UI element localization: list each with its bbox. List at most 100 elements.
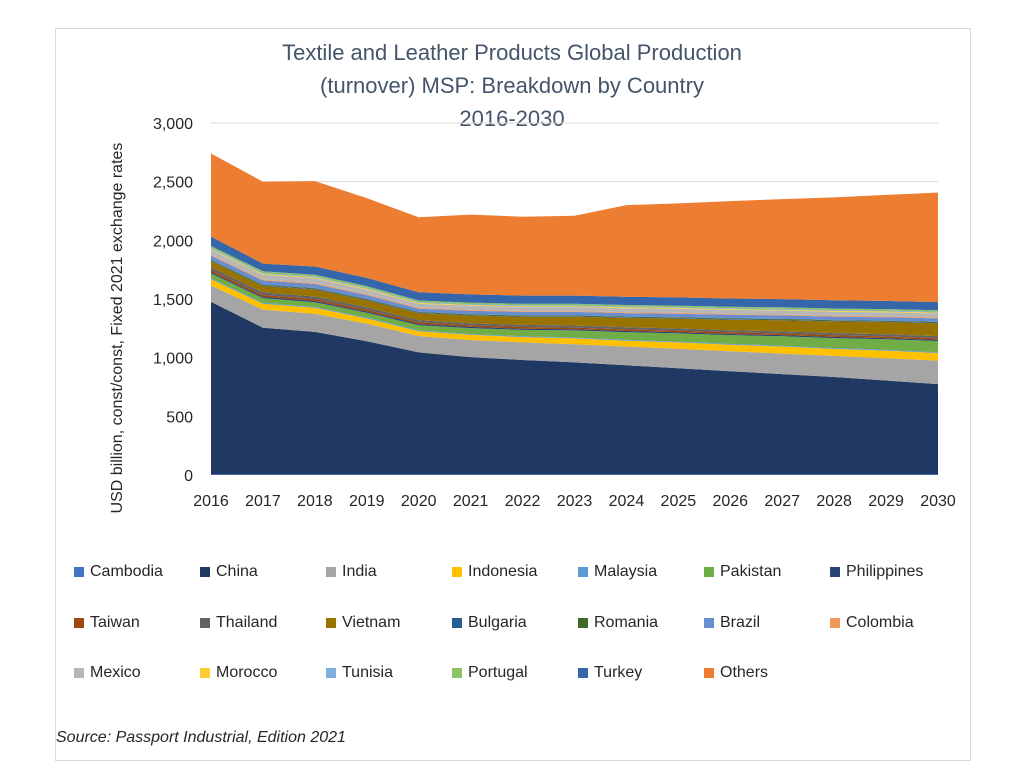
chart-title-line-1: Textile and Leather Products Global Prod… bbox=[282, 40, 742, 65]
legend-item-philippines: Philippines bbox=[830, 563, 923, 581]
area-series-malaysia bbox=[211, 278, 938, 353]
legend-item-tunisia: Tunisia bbox=[326, 664, 393, 682]
legend-label: Portugal bbox=[468, 664, 528, 681]
series-areas bbox=[211, 153, 938, 475]
x-tick-label: 2021 bbox=[453, 493, 489, 510]
legend-label: China bbox=[216, 563, 258, 580]
area-series-vietnam bbox=[211, 261, 938, 337]
legend-label: Malaysia bbox=[594, 563, 658, 580]
legend-swatch bbox=[74, 567, 84, 577]
area-series-cambodia bbox=[211, 474, 938, 475]
x-tick-label: 2019 bbox=[349, 493, 385, 510]
legend-label: Others bbox=[720, 664, 769, 681]
legend-label: Vietnam bbox=[342, 614, 401, 631]
legend-swatch bbox=[452, 668, 462, 678]
legend-swatch bbox=[578, 668, 588, 678]
legend-swatch bbox=[452, 618, 462, 628]
legend-label: Tunisia bbox=[342, 664, 393, 681]
x-tick-label: 2023 bbox=[557, 493, 593, 510]
x-tick-label: 2026 bbox=[712, 493, 748, 510]
y-tick-label: 2,500 bbox=[153, 175, 193, 192]
legend-swatch bbox=[74, 618, 84, 628]
legend-item-portugal: Portugal bbox=[452, 664, 528, 682]
legend-item-vietnam: Vietnam bbox=[326, 614, 400, 632]
chart-title-line-2: (turnover) MSP: Breakdown by Country bbox=[320, 73, 704, 98]
legend-item-india: India bbox=[326, 563, 377, 581]
area-series-others bbox=[211, 153, 938, 303]
legend-item-pakistan: Pakistan bbox=[704, 563, 781, 581]
legend-swatch bbox=[830, 567, 840, 577]
legend-swatch bbox=[326, 618, 336, 628]
legend-item-turkey: Turkey bbox=[578, 664, 642, 682]
y-tick-label: 1,500 bbox=[153, 292, 193, 309]
area-series-pakistan bbox=[211, 273, 938, 353]
legend-label: India bbox=[342, 563, 377, 580]
x-tick-label: 2030 bbox=[920, 493, 956, 510]
area-series-india bbox=[211, 285, 938, 385]
y-tick-label: 3,000 bbox=[153, 116, 193, 133]
legend-swatch bbox=[200, 567, 210, 577]
legend-label: Thailand bbox=[216, 614, 278, 631]
legend-swatch bbox=[704, 668, 714, 678]
y-axis-ticks: 0 500 1,000 1,500 2,000 2,500 3,000 bbox=[153, 116, 193, 485]
chart-title: Textile and Leather Products Global Prod… bbox=[0, 36, 1024, 135]
chart-title-line-3: 2016-2030 bbox=[459, 106, 565, 131]
legend-swatch bbox=[830, 618, 840, 628]
y-tick-label: 0 bbox=[184, 468, 193, 485]
stacked-area-chart: 0 500 1,000 1,500 2,000 2,500 3,000 2016 2017 20… bbox=[109, 116, 956, 514]
legend-swatch bbox=[452, 567, 462, 577]
legend-label: Mexico bbox=[90, 664, 141, 681]
legend-label: Pakistan bbox=[720, 563, 782, 580]
legend-item-bulgaria: Bulgaria bbox=[452, 614, 527, 632]
legend-item-thailand: Thailand bbox=[200, 614, 277, 632]
legend-item-indonesia: Indonesia bbox=[452, 563, 537, 581]
legend-item-taiwan: Taiwan bbox=[74, 614, 140, 632]
area-series-turkey bbox=[211, 236, 938, 311]
legend-label: Turkey bbox=[594, 664, 643, 681]
legend-swatch bbox=[578, 618, 588, 628]
legend-swatch bbox=[74, 668, 84, 678]
legend-label: Colombia bbox=[846, 614, 914, 631]
x-tick-label: 2025 bbox=[661, 493, 697, 510]
legend-label: Taiwan bbox=[90, 614, 140, 631]
legend-item-brazil: Brazil bbox=[704, 614, 760, 632]
x-tick-label: 2028 bbox=[816, 493, 852, 510]
source-note: Source: Passport Industrial, Edition 202… bbox=[56, 729, 346, 746]
legend-label: Brazil bbox=[720, 614, 761, 631]
legend-item-china: China bbox=[200, 563, 258, 581]
legend-swatch bbox=[200, 618, 210, 628]
legend-label: Philippines bbox=[846, 563, 924, 580]
y-axis-label: USD billion, const/const, Fixed 2021 exc… bbox=[109, 143, 126, 514]
legend-swatch bbox=[704, 618, 714, 628]
legend-swatch bbox=[326, 567, 336, 577]
legend-swatch bbox=[200, 668, 210, 678]
x-tick-label: 2020 bbox=[401, 493, 437, 510]
x-axis-ticks: 2016 2017 2018 2019 2020 2021 2022 2023 2024 2025… bbox=[193, 493, 956, 510]
legend-item-mexico: Mexico bbox=[74, 664, 141, 682]
x-tick-label: 2029 bbox=[868, 493, 904, 510]
legend-item-morocco: Morocco bbox=[200, 664, 277, 682]
x-tick-label: 2017 bbox=[245, 493, 281, 510]
y-tick-label: 2,000 bbox=[153, 233, 193, 250]
legend-item-others: Others bbox=[704, 664, 768, 682]
y-tick-label: 1,000 bbox=[153, 351, 193, 368]
legend-item-colombia: Colombia bbox=[830, 614, 914, 632]
legend-label: Morocco bbox=[216, 664, 278, 681]
x-tick-label: 2016 bbox=[193, 493, 229, 510]
x-tick-label: 2027 bbox=[764, 493, 800, 510]
x-tick-label: 2018 bbox=[297, 493, 333, 510]
legend-item-romania: Romania bbox=[578, 614, 658, 632]
legend-item-cambodia: Cambodia bbox=[74, 563, 163, 581]
legend-label: Romania bbox=[594, 614, 659, 631]
legend-swatch bbox=[704, 567, 714, 577]
legend-swatch bbox=[578, 567, 588, 577]
legend-label: Bulgaria bbox=[468, 614, 527, 631]
area-series-indonesia bbox=[211, 279, 938, 361]
legend-label: Cambodia bbox=[90, 563, 163, 580]
legend-item-malaysia: Malaysia bbox=[578, 563, 657, 581]
area-series-brazil bbox=[211, 255, 938, 322]
x-tick-label: 2024 bbox=[609, 493, 645, 510]
y-tick-label: 500 bbox=[166, 409, 193, 426]
legend-swatch bbox=[326, 668, 336, 678]
area-series-mexico bbox=[211, 249, 938, 318]
